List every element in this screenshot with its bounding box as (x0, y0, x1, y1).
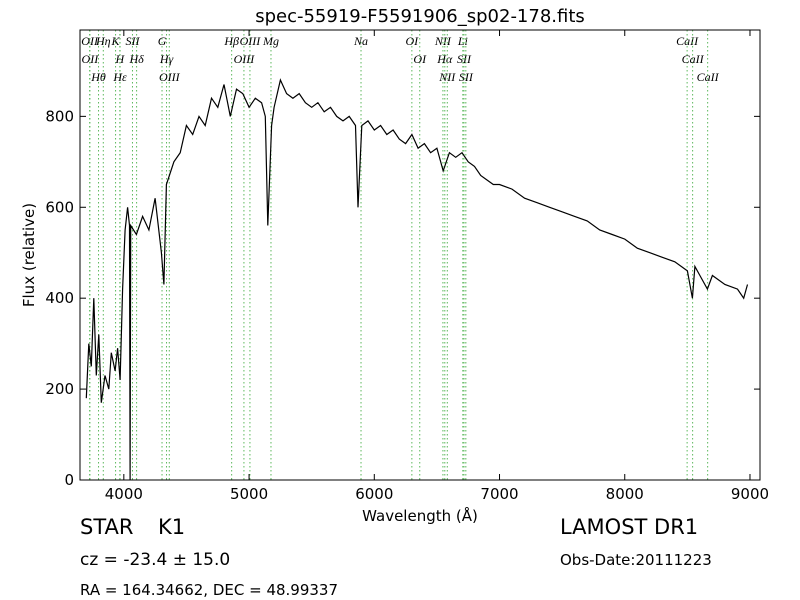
feature-label: OI (413, 52, 427, 66)
feature-label: SII (459, 70, 474, 84)
y-tick-label: 800 (45, 107, 74, 125)
x-tick-label: 4000 (105, 485, 143, 503)
obs-date: Obs-Date:20111223 (560, 551, 712, 569)
feature-label: Mg (262, 34, 279, 48)
x-axis-label: Wavelength (Å) (362, 506, 478, 525)
feature-label: OIII (234, 52, 256, 66)
feature-label: Hε (112, 70, 127, 84)
spectrum (85, 78, 749, 481)
feature-label: OII (81, 34, 99, 48)
plot-frame (79, 29, 761, 481)
feature-label: K (111, 34, 121, 48)
feature-label: Hη (95, 34, 111, 48)
x-tick-label: 7000 (480, 485, 518, 503)
x-tick-label: 9000 (731, 485, 769, 503)
object-subclass: K1 (158, 515, 185, 539)
feature-label: SII (457, 52, 472, 66)
feature-label: Hθ (90, 70, 106, 84)
y-tick-label: 0 (64, 471, 74, 489)
chart-title: spec-55919-F5591906_sp02-178.fits (255, 6, 585, 27)
object-class: STAR (80, 515, 133, 539)
y-tick-label: 600 (45, 198, 74, 216)
feature-label: OI (406, 34, 420, 48)
x-tick-label: 5000 (230, 485, 268, 503)
y-tick-label: 200 (45, 380, 74, 398)
y-axis-label: Flux (relative) (20, 203, 38, 307)
feature-label: SII (125, 34, 140, 48)
coordinates: RA = 164.34662, DEC = 48.99337 (80, 581, 338, 599)
feature-label: G (158, 34, 167, 48)
x-tick-label: 8000 (606, 485, 644, 503)
feature-label: CaII (697, 70, 720, 84)
feature-label: OII (82, 52, 100, 66)
feature-label: OIII (159, 70, 181, 84)
feature-label: Hδ (128, 52, 144, 66)
feature-label: CaII (676, 34, 699, 48)
redshift: cz = -23.4 ± 15.0 (80, 550, 230, 570)
feature-label: OIII (240, 34, 262, 48)
x-tick-label: 6000 (355, 485, 393, 503)
feature-label: CaII (682, 52, 705, 66)
survey: LAMOST DR1 (560, 515, 698, 539)
feature-label: Li (457, 34, 468, 48)
feature-label: Hβ (223, 34, 239, 48)
feature-label: Na (353, 34, 368, 48)
feature-label: Hγ (159, 52, 174, 66)
feature-label: NII (438, 70, 456, 84)
y-tick-label: 400 (45, 289, 74, 307)
feature-label: NII (434, 34, 452, 48)
feature-label: Hα (436, 52, 453, 66)
